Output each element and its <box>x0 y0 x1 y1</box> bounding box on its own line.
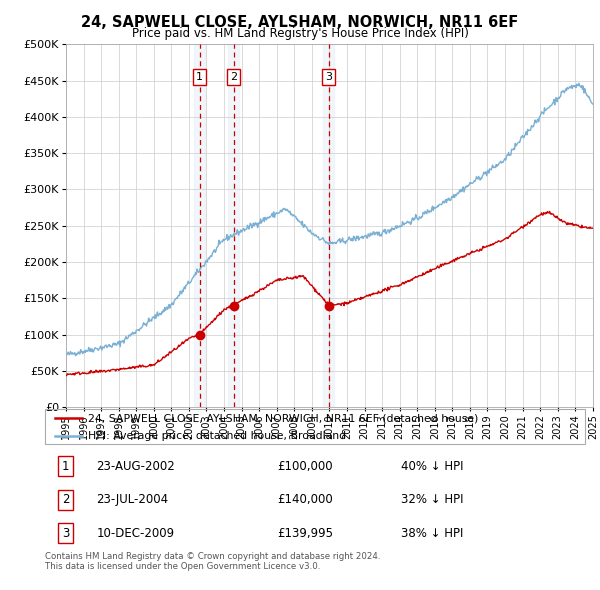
Text: 24, SAPWELL CLOSE, AYLSHAM, NORWICH, NR11 6EF: 24, SAPWELL CLOSE, AYLSHAM, NORWICH, NR1… <box>82 15 518 30</box>
Text: 2: 2 <box>62 493 69 506</box>
Text: 1: 1 <box>196 72 203 82</box>
Bar <box>228 44 239 407</box>
Bar <box>323 44 334 407</box>
Text: 32% ↓ HPI: 32% ↓ HPI <box>401 493 464 506</box>
Text: 1: 1 <box>62 460 69 473</box>
Text: This data is licensed under the Open Government Licence v3.0.: This data is licensed under the Open Gov… <box>45 562 320 571</box>
Text: 10-DEC-2009: 10-DEC-2009 <box>96 527 175 540</box>
Text: Contains HM Land Registry data © Crown copyright and database right 2024.: Contains HM Land Registry data © Crown c… <box>45 552 380 561</box>
Text: 40% ↓ HPI: 40% ↓ HPI <box>401 460 464 473</box>
Text: 23-JUL-2004: 23-JUL-2004 <box>96 493 169 506</box>
Text: 23-AUG-2002: 23-AUG-2002 <box>96 460 175 473</box>
Bar <box>194 44 205 407</box>
Text: 2: 2 <box>230 72 237 82</box>
Text: £140,000: £140,000 <box>277 493 333 506</box>
Text: 24, SAPWELL CLOSE, AYLSHAM, NORWICH, NR11 6EF (detached house): 24, SAPWELL CLOSE, AYLSHAM, NORWICH, NR1… <box>88 414 479 424</box>
Text: 3: 3 <box>62 527 69 540</box>
Text: Price paid vs. HM Land Registry's House Price Index (HPI): Price paid vs. HM Land Registry's House … <box>131 27 469 40</box>
Text: HPI: Average price, detached house, Broadland: HPI: Average price, detached house, Broa… <box>88 431 346 441</box>
Text: £100,000: £100,000 <box>277 460 333 473</box>
Text: 38% ↓ HPI: 38% ↓ HPI <box>401 527 464 540</box>
Text: £139,995: £139,995 <box>277 527 333 540</box>
Text: 3: 3 <box>325 72 332 82</box>
